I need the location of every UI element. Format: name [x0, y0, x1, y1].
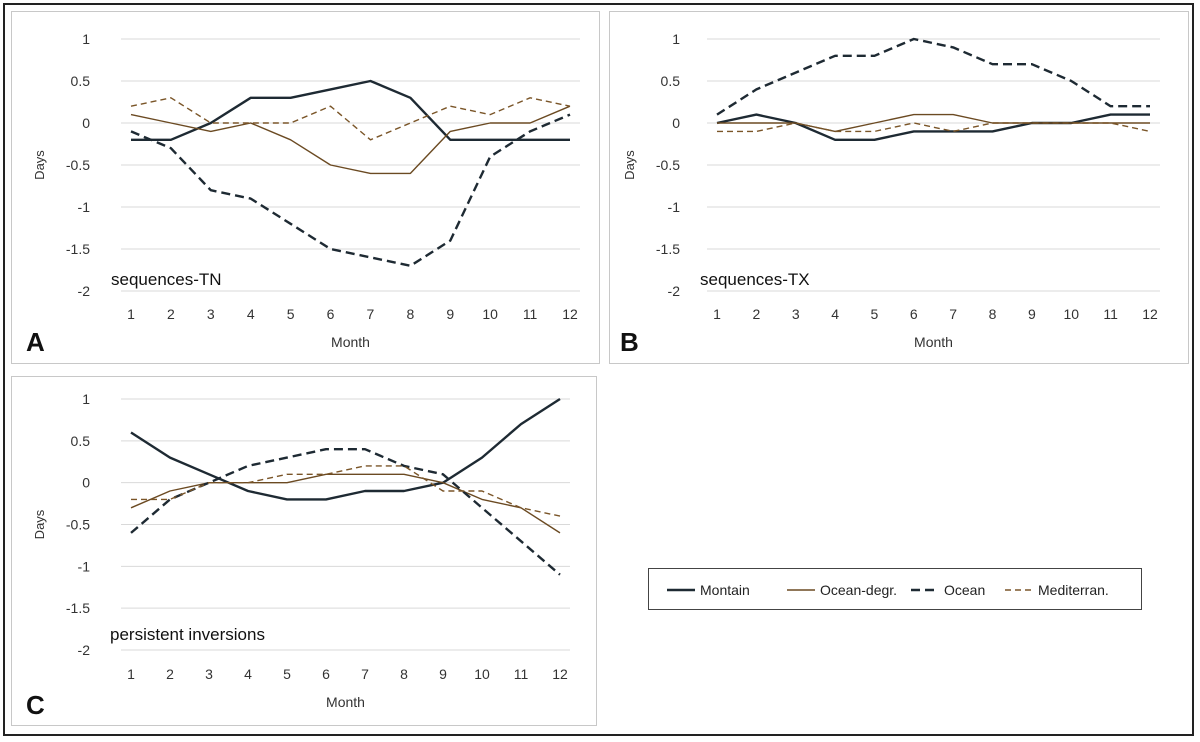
x-tick-label: 1 — [127, 306, 135, 322]
x-tick-label: 3 — [792, 306, 800, 322]
chart-panel-a: 1 0.5 0 -0.5 -1 -1.5 -2 1 2 3 4 5 6 7 8 9 10 11 12 Month Day… — [11, 11, 600, 364]
x-tick-label: 5 — [287, 306, 295, 322]
x-tick-label: 9 — [439, 666, 447, 682]
series-line-ocean-degr — [130, 473, 561, 534]
figure-frame — [3, 3, 1194, 736]
x-axis-label: Month — [326, 694, 365, 710]
y-axis-label: Days — [32, 150, 47, 180]
x-tick-label: 9 — [1028, 306, 1036, 322]
y-tick-label: 0.5 — [661, 73, 681, 89]
y-tick-label: -1 — [668, 199, 681, 215]
series-line-montain — [130, 397, 561, 501]
y-tick-label: -0.5 — [66, 157, 90, 173]
x-axis-label: Month — [331, 334, 370, 350]
y-tick-label: -1 — [78, 199, 91, 215]
x-tick-label: 4 — [247, 306, 255, 322]
y-tick-label: 1 — [672, 31, 680, 47]
y-tick-label: 0 — [82, 475, 90, 491]
y-axis-label: Days — [32, 509, 47, 539]
chart-title: persistent inversions — [110, 625, 265, 644]
x-tick-label: 8 — [400, 666, 408, 682]
y-tick-label: -0.5 — [656, 157, 680, 173]
x-tick-label: 7 — [949, 306, 957, 322]
series-line-ocean-degr — [130, 105, 571, 175]
x-tick-label: 4 — [244, 666, 252, 682]
chart-title: sequences-TN — [111, 270, 222, 289]
legend-label-montain: Montain — [700, 582, 750, 598]
panel-letter-b: B — [620, 327, 639, 357]
y-axis-label: Days — [622, 150, 637, 180]
x-tick-label: 8 — [989, 306, 997, 322]
y-tick-label: -1.5 — [66, 241, 90, 257]
y-tick-label: 1 — [82, 391, 90, 407]
x-tick-label: 10 — [1063, 306, 1079, 322]
chart-panel-b: 1 0.5 0 -0.5 -1 -1.5 -2 1 2 3 4 5 6 7 8 9 10 11 12 Month Day… — [609, 11, 1189, 364]
x-tick-label: 12 — [562, 306, 578, 322]
chart-svg-c: 10.50-0.5-1-1.5-21 2 3 4 5 6 7 8 9 10 11 12MonthDay… — [32, 391, 570, 710]
chart-panel-c: 1 0.5 0 -0.5 -1 -1.5 -2 1 2 3 4 5 6 7 8 9 10 11 12 Month Day… — [11, 376, 597, 726]
x-tick-label: 9 — [446, 306, 454, 322]
x-tick-label: 6 — [910, 306, 918, 322]
x-tick-label: 3 — [205, 666, 213, 682]
y-tick-label: -1 — [78, 558, 91, 574]
x-tick-label: 1 — [127, 666, 135, 682]
x-tick-label: 8 — [406, 306, 414, 322]
x-tick-label: 7 — [367, 306, 375, 322]
x-tick-label: 10 — [474, 666, 490, 682]
x-tick-label: 4 — [831, 306, 839, 322]
series-line-mediterran — [131, 465, 561, 517]
x-tick-label: 10 — [482, 306, 498, 322]
x-tick-label: 12 — [552, 666, 568, 682]
chart-svg-b: 10.50-0.5-1-1.5-21 2 3 4 5 6 7 8 9 10 11 12MonthDay… — [622, 31, 1160, 350]
series-line-mediterran — [130, 97, 571, 141]
series-line-montain — [716, 113, 1150, 142]
series-line-ocean — [130, 113, 571, 268]
y-tick-label: -0.5 — [66, 517, 90, 533]
series-line-ocean — [716, 37, 1150, 116]
x-tick-label: 6 — [327, 306, 335, 322]
y-tick-label: 0.5 — [71, 433, 91, 449]
x-tick-label: 5 — [283, 666, 291, 682]
y-tick-label: -2 — [78, 642, 91, 658]
panel-letter-c: C — [26, 690, 45, 720]
x-axis-label: Month — [914, 334, 953, 350]
x-tick-label: 1 — [713, 306, 721, 322]
legend-svg: Montain Ocean-degr. Ocean Mediterran. — [667, 582, 1109, 598]
y-tick-label: 0 — [672, 115, 680, 131]
y-tick-label: 0.5 — [71, 73, 91, 89]
x-tick-label: 5 — [871, 306, 879, 322]
x-tick-label: 12 — [1142, 306, 1158, 322]
y-tick-label: -1.5 — [656, 241, 680, 257]
x-tick-label: 11 — [1103, 306, 1118, 322]
x-tick-label: 6 — [322, 666, 330, 682]
legend-label-ocean-degr: Ocean-degr. — [820, 582, 897, 598]
chart-title: sequences-TX — [700, 270, 810, 289]
panel-letter-a: A — [26, 327, 45, 357]
chart-legend: Montain Ocean-degr. Ocean Mediterran. — [648, 568, 1142, 610]
series-line-mediterran — [717, 122, 1151, 133]
x-tick-label: 3 — [207, 306, 215, 322]
y-tick-label: -2 — [668, 283, 681, 299]
legend-label-ocean: Ocean — [944, 582, 985, 598]
series-line-montain — [131, 79, 570, 142]
y-tick-label: -1.5 — [66, 600, 90, 616]
x-tick-label: 7 — [361, 666, 369, 682]
y-tick-label: 0 — [82, 115, 90, 131]
chart-svg-a: 10.50-0.5-1-1.5-21 2 3 4 5 6 7 8 9 10 11 12MonthDay… — [32, 31, 580, 350]
legend-label-mediterran: Mediterran. — [1038, 582, 1109, 598]
y-tick-label: 1 — [82, 31, 90, 47]
y-tick-label: -2 — [78, 283, 91, 299]
x-tick-label: 11 — [514, 666, 529, 682]
x-tick-label: 11 — [523, 306, 538, 322]
x-tick-label: 2 — [752, 306, 760, 322]
x-tick-label: 2 — [167, 306, 175, 322]
x-tick-label: 2 — [166, 666, 174, 682]
